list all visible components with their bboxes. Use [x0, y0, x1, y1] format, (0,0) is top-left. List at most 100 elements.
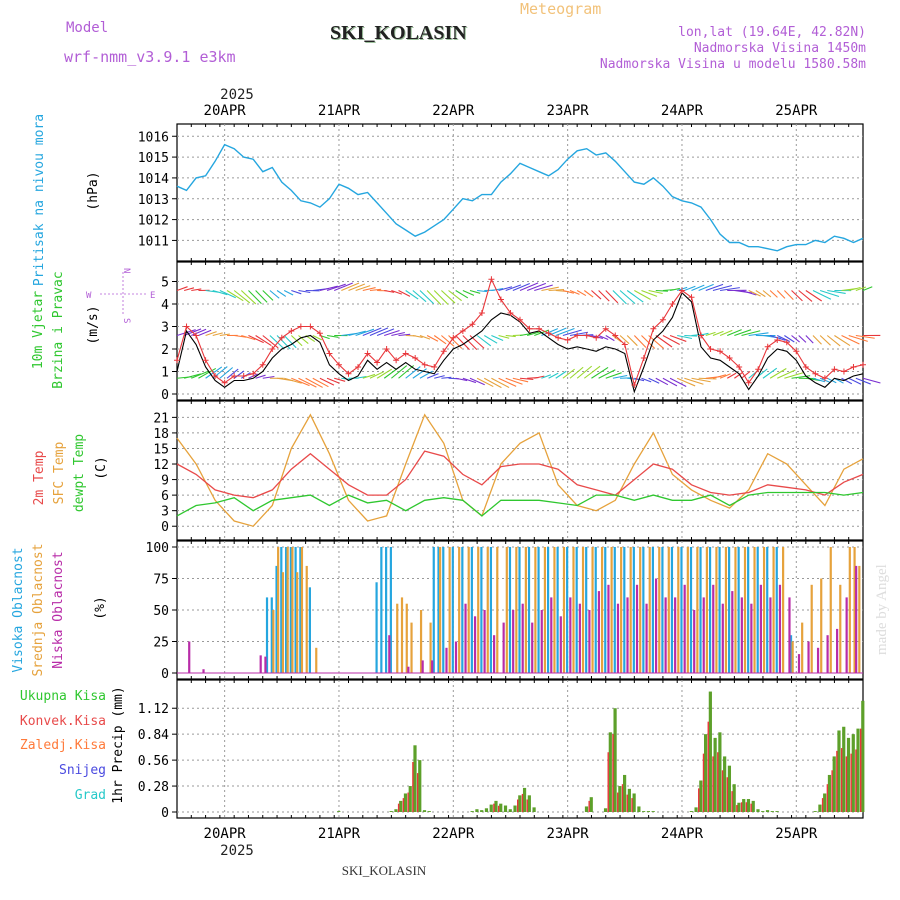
cloud-high-label: Visoka Oblacnost: [11, 547, 26, 672]
cloud-bar: [791, 641, 794, 673]
wind-barb: [769, 290, 778, 298]
wind-barb: [483, 335, 498, 344]
wind-barb: [255, 290, 268, 303]
gust-marker: [174, 357, 180, 364]
wind-barb: [662, 377, 678, 387]
compass-w: W: [86, 291, 92, 301]
y-tick-label: 9: [161, 474, 169, 489]
wind-barb: [498, 377, 517, 387]
cloud-bar: [715, 547, 718, 673]
cloud-low-label: Niska Oblacnost: [51, 551, 66, 668]
wind-barb: [562, 329, 582, 337]
cloud-bar: [600, 547, 604, 673]
y-tick-label: 1016: [138, 130, 169, 145]
wind-barb: [805, 335, 814, 344]
wind-barb: [498, 286, 513, 292]
cloud-bar: [480, 547, 483, 673]
wind-barb: [405, 366, 421, 379]
wind-barb: [476, 335, 492, 347]
dewpt-line: [176, 491, 864, 517]
cloud-bar: [188, 641, 191, 673]
cloud-bar: [400, 597, 404, 673]
temp2m-label: 2m Temp: [32, 450, 47, 505]
precip-bar: [756, 809, 760, 812]
cloud-bar: [683, 584, 686, 673]
cloud-bar: [432, 547, 435, 673]
x-day-label-top: 25APR: [775, 103, 818, 119]
gust-marker: [745, 379, 752, 386]
precip-bar: [832, 756, 836, 812]
gust-marker: [193, 332, 200, 339]
gust-marker: [459, 328, 466, 334]
precip-conv-bar: [402, 798, 405, 812]
precip-bar: [484, 808, 489, 812]
cloud-bar: [610, 547, 613, 673]
wind-label-1: 10m Vjetar: [31, 291, 46, 369]
cloud-bar: [296, 572, 299, 673]
gust-marker: [269, 346, 276, 352]
cloud-bar: [540, 610, 543, 673]
wind-barb: [605, 335, 615, 342]
y-tick-label: 1012: [138, 214, 169, 229]
wind-barb: [777, 335, 791, 343]
precip-bar: [718, 732, 722, 812]
precip-conv-label: Konvek.Kisa: [20, 714, 106, 729]
gust-marker: [212, 373, 219, 379]
gust-marker: [231, 373, 238, 379]
precip-bar: [713, 737, 717, 812]
cloud-bar: [604, 547, 607, 673]
precip-bar: [503, 805, 508, 812]
x-day-label-top: 22APR: [432, 103, 475, 119]
wind-barb: [412, 290, 427, 303]
wind-barb: [669, 287, 680, 292]
gust-marker: [488, 276, 495, 283]
wind-barb: [398, 365, 415, 379]
wind-barb: [233, 370, 245, 379]
top-year-label: 2025: [220, 87, 254, 103]
lonlat: lon,lat (19.64E, 42.82N): [678, 25, 866, 40]
wind-barb: [484, 377, 502, 389]
y-tick-label: 12: [153, 458, 169, 473]
cloud-bar: [801, 622, 804, 673]
gust-marker: [850, 364, 857, 370]
y-tick-label: 21: [153, 411, 169, 426]
precip-bar: [737, 802, 741, 812]
wind-barb: [698, 283, 714, 292]
wind-barb: [319, 285, 338, 292]
y-tick-label: 2: [161, 343, 169, 358]
wind-barb: [519, 282, 539, 292]
cloud-bar: [855, 565, 858, 673]
precip-bar: [513, 805, 517, 812]
wind-barb: [255, 335, 272, 347]
sfc-temp-label: SFC Temp: [52, 442, 67, 505]
cloud-bar: [635, 584, 639, 673]
panel-frame: [176, 400, 864, 541]
gust-marker: [307, 323, 314, 330]
precip-conv-bar: [631, 798, 633, 812]
wind-barb: [534, 284, 553, 292]
wind-barb: [233, 290, 251, 304]
cloud-bar: [291, 547, 294, 673]
precip-bar: [608, 732, 612, 812]
wind-barb: [326, 283, 346, 292]
wind-barb: [191, 288, 202, 292]
cloud-bar: [651, 547, 654, 673]
wind-barb: [219, 289, 236, 299]
wind-barb: [362, 327, 382, 337]
wind-barb: [355, 328, 375, 337]
wind-barb: [419, 334, 431, 340]
cloud-bar: [629, 547, 632, 673]
wind-barb: [426, 290, 442, 306]
cloud-bar: [585, 547, 588, 673]
y-tick-label: 18: [153, 427, 169, 442]
precip-conv-bar: [517, 799, 519, 812]
cloud-bar: [696, 547, 699, 673]
cloud-bar: [839, 584, 842, 673]
cloud-bar: [385, 547, 388, 673]
wind-barb: [376, 328, 395, 337]
cloud-bar: [437, 547, 440, 673]
wind-barb: [455, 335, 470, 351]
cloud-bar: [470, 547, 473, 673]
cloud-bar: [607, 584, 610, 673]
wind-barb: [212, 332, 223, 337]
